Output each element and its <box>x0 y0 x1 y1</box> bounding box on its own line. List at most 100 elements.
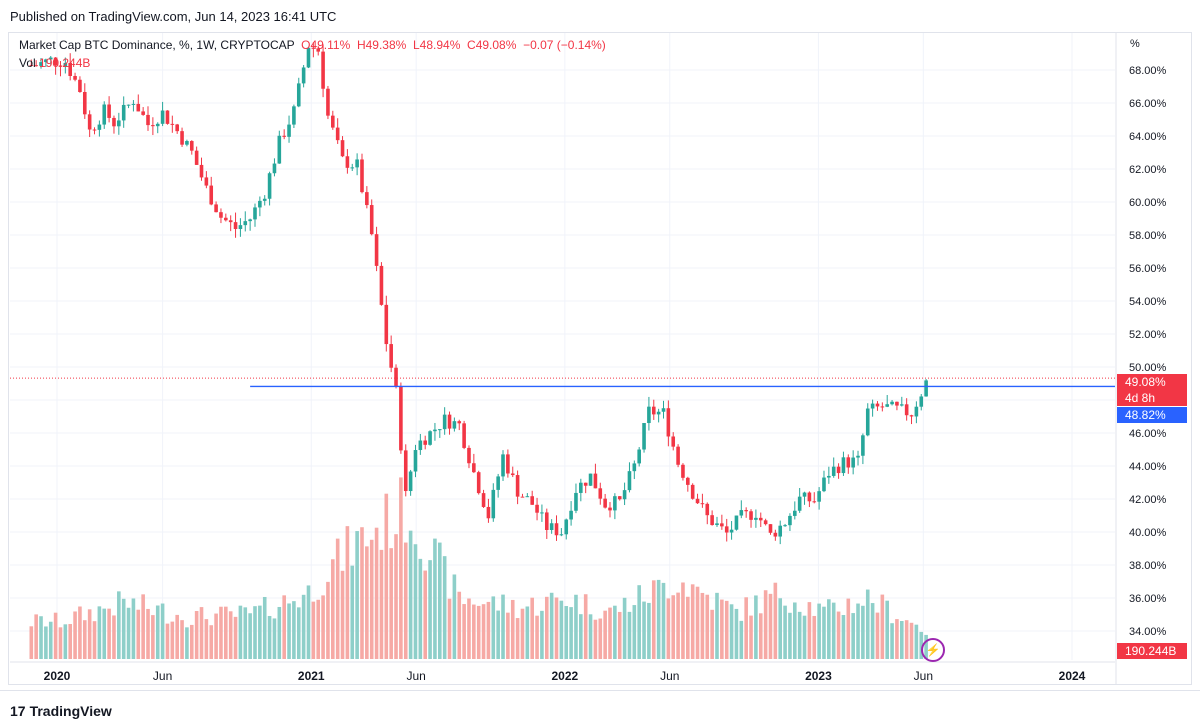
x-tick-label: 2024 <box>1059 669 1086 683</box>
tradingview-logo[interactable]: 17 TradingView <box>10 703 112 719</box>
candle-body <box>292 106 296 125</box>
y-tick-label: 66.00% <box>1129 98 1167 110</box>
candle-body <box>603 498 607 508</box>
y-tick-label: 40.00% <box>1129 527 1167 539</box>
candle-body <box>321 51 325 89</box>
volume-bar <box>437 542 442 659</box>
candle-body <box>311 47 316 49</box>
volume-bar <box>778 598 783 659</box>
volume-bar <box>180 620 184 659</box>
candle-body <box>700 503 705 505</box>
candle-body <box>924 380 928 397</box>
candle-body <box>851 457 855 468</box>
candle-body <box>224 217 228 221</box>
volume-bar <box>666 598 671 659</box>
volume-bar <box>647 602 651 659</box>
volume-bar <box>87 609 92 659</box>
candle-body <box>676 446 680 465</box>
volume-bar <box>78 606 82 659</box>
candle-body <box>102 104 107 125</box>
volume-bar <box>549 592 554 659</box>
candle-body <box>87 114 92 130</box>
candle-body <box>316 48 321 52</box>
footer-bar: 17 TradingView <box>0 690 1200 728</box>
candle-body <box>160 110 165 124</box>
candle-body <box>394 367 398 386</box>
volume-bar <box>510 599 515 659</box>
candle-body <box>365 192 369 206</box>
candle-body <box>73 75 77 80</box>
candle-body <box>253 207 257 220</box>
candle-body <box>131 103 136 105</box>
volume-bar <box>467 598 471 659</box>
candle-body <box>710 515 714 526</box>
candle-body <box>481 493 486 507</box>
volume-bar <box>656 579 661 659</box>
candle-body <box>836 466 841 474</box>
volume-bar <box>734 608 739 659</box>
volume-bar <box>340 570 345 659</box>
candle-body <box>661 408 666 412</box>
candle-body <box>126 104 131 106</box>
volume-bar <box>350 565 355 659</box>
candle-body <box>705 503 710 516</box>
candle-body <box>408 471 413 492</box>
candle-body <box>642 423 646 450</box>
volume-bar <box>904 620 909 659</box>
volume-bar <box>827 599 831 659</box>
x-tick-label: Jun <box>153 669 172 683</box>
y-tick-label: 56.00% <box>1129 263 1167 275</box>
candle-body <box>433 429 437 432</box>
candle-body <box>861 435 865 456</box>
candle-body <box>564 519 569 535</box>
lightning-icon[interactable]: ⚡ <box>921 638 945 662</box>
candle-body <box>720 523 724 527</box>
volume-bar <box>525 606 530 659</box>
volume-bar <box>491 596 496 659</box>
candle-body <box>326 88 330 116</box>
volume-bar <box>588 614 593 659</box>
volume-bar <box>238 605 243 659</box>
volume-legend-value: 190.244B <box>39 56 91 70</box>
volume-bar <box>870 603 875 659</box>
volume-bar <box>233 616 238 659</box>
candle-body <box>180 131 184 145</box>
volume-bar <box>564 606 569 659</box>
volume-bar <box>637 585 641 659</box>
candle-body <box>880 406 885 408</box>
volume-bar <box>472 604 476 659</box>
candle-body <box>238 225 243 230</box>
volume-bar <box>413 544 418 659</box>
candle-body <box>554 523 559 536</box>
volume-bar <box>540 610 544 659</box>
candle-body <box>243 221 248 226</box>
candle-body <box>559 534 564 536</box>
volume-bar <box>515 618 520 659</box>
volume-bar <box>48 621 53 659</box>
candle-body <box>802 492 807 497</box>
volume-bar <box>841 615 846 659</box>
y-axis-unit: % <box>1130 38 1140 50</box>
chart-frame <box>8 32 1192 685</box>
price-chart[interactable]: 68.00% 66.00% 64.00% 62.00% 60.00% 58.00% 56.0… <box>0 0 1200 690</box>
volume-bar <box>851 613 855 659</box>
candle-body <box>841 457 846 474</box>
volume-bar <box>92 621 97 659</box>
candle-body <box>856 455 860 458</box>
volume-bar <box>277 606 282 659</box>
volume-bar <box>807 602 812 659</box>
volume-bar <box>326 581 330 659</box>
volume-bar <box>369 539 374 659</box>
y-tick-label: 34.00% <box>1129 626 1167 638</box>
candle-body <box>194 150 199 165</box>
volume-bar <box>355 531 359 659</box>
volume-bar <box>296 607 301 659</box>
candle-body <box>788 515 792 526</box>
volume-bar <box>214 613 218 659</box>
volume-bar <box>885 600 890 659</box>
volume-bar <box>681 582 685 659</box>
candle-body <box>758 517 763 521</box>
candle-body <box>355 159 359 168</box>
candle-body <box>107 104 111 118</box>
legend-change: −0.07 (−0.14%) <box>523 38 606 52</box>
